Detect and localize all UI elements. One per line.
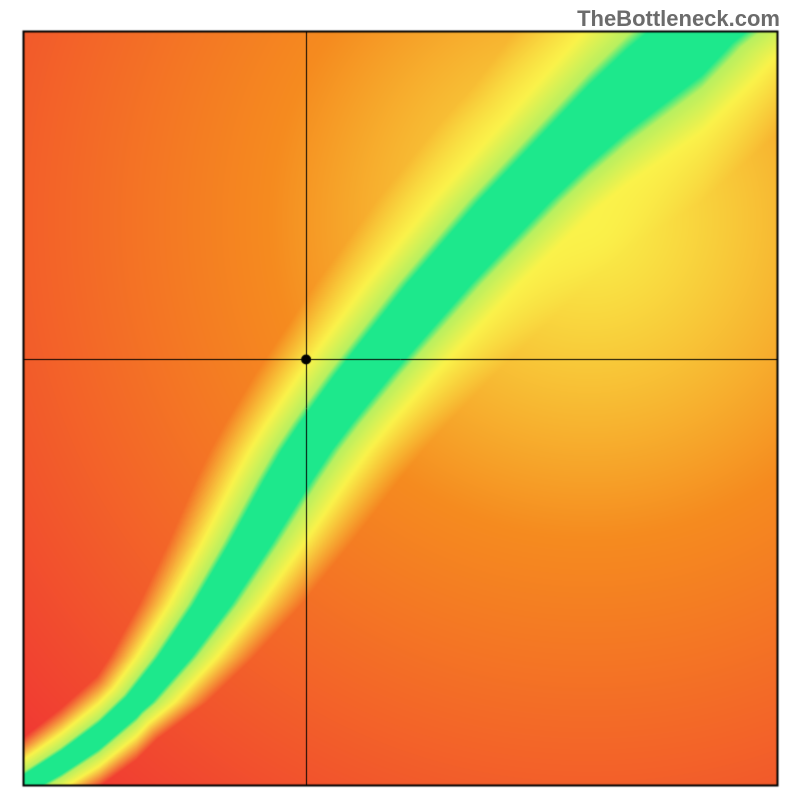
watermark-text: TheBottleneck.com (577, 6, 780, 32)
bottleneck-heatmap (0, 0, 800, 800)
chart-container: TheBottleneck.com (0, 0, 800, 800)
